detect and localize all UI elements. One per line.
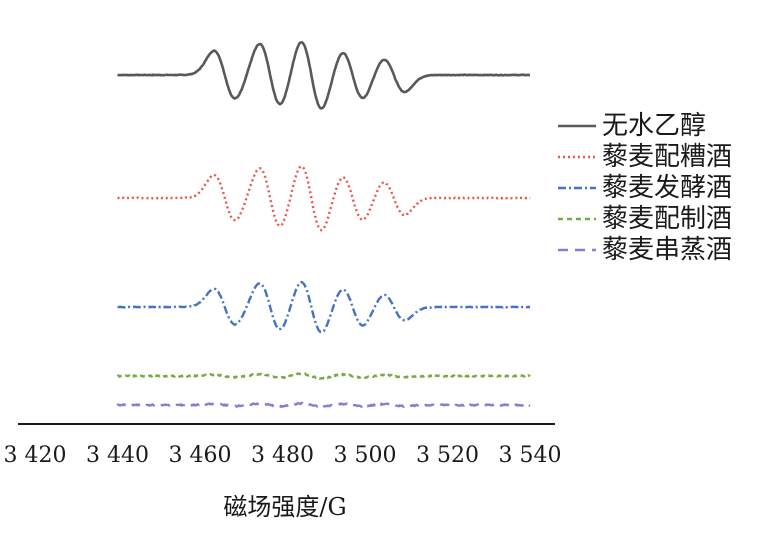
legend-label: 藜麦配糟酒 [602,142,732,172]
x-tick-label: 3 520 [416,443,479,468]
x-tick-label: 3 540 [499,443,562,468]
legend-label: 藜麦发酵酒 [602,173,732,203]
legend-label: 无水乙醇 [602,111,706,141]
series-line [116,372,531,380]
x-tick-label: 3 420 [4,443,67,468]
legend-label: 藜麦串蒸酒 [602,235,732,265]
series-line [117,280,531,334]
x-tick-labels: 3 420 3 440 3 460 3 480 3 500 3 520 3 540 [4,443,562,468]
legend-label: 藜麦配制酒 [602,204,732,234]
x-tick-label: 3 480 [251,443,314,468]
series-line [117,41,531,110]
series-layer [116,41,531,409]
series-line [116,401,531,409]
series-line [117,165,531,232]
x-tick-label: 3 500 [334,443,397,468]
x-tick-label: 3 440 [86,443,149,468]
x-axis-label: 磁场强度/G [223,493,346,521]
x-tick-label: 3 460 [169,443,232,468]
